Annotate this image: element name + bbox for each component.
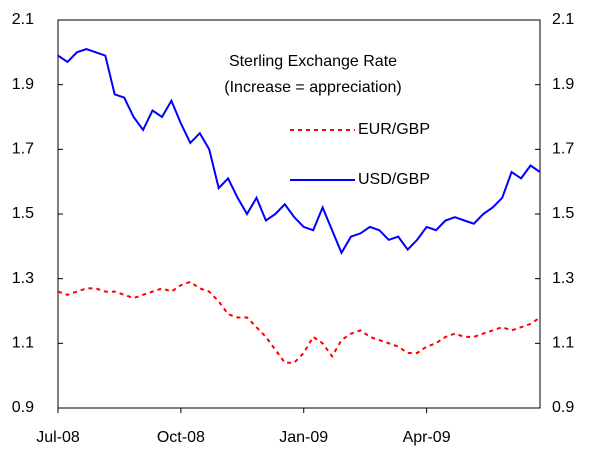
y2-tick-label: 0.9 [552,399,574,416]
y-tick-label: 0.9 [12,399,34,416]
y2-tick-label: 1.7 [552,141,574,158]
x-tick-label: Jul-08 [36,429,80,446]
series-line [57,280,541,364]
y2-tick-label: 1.1 [552,335,574,352]
y-tick-label: 1.1 [12,335,34,352]
x-tick-label: Oct-08 [157,429,205,446]
plot-frame [57,19,541,409]
y2-tick-label: 1.3 [552,270,574,287]
chart-subtitle: (Increase = appreciation) [224,79,401,96]
x-tick-label: Apr-09 [403,429,451,446]
y2-tick-label: 2.1 [552,11,574,28]
y2-tick-label: 1.9 [552,76,574,93]
x-tick-label: Jan-09 [279,429,328,446]
series-line [57,48,541,256]
y2-tick-label: 1.5 [552,205,574,222]
y-tick-label: 1.5 [12,205,34,222]
y-tick-label: 1.3 [12,270,34,287]
y-tick-label: 2.1 [12,11,34,28]
y-tick-label: 1.7 [12,141,34,158]
chart-title: Sterling Exchange Rate [229,53,397,70]
legend-label: EUR/GBP [358,121,430,138]
y-tick-label: 1.9 [12,76,34,93]
legend-label: USD/GBP [358,171,430,188]
